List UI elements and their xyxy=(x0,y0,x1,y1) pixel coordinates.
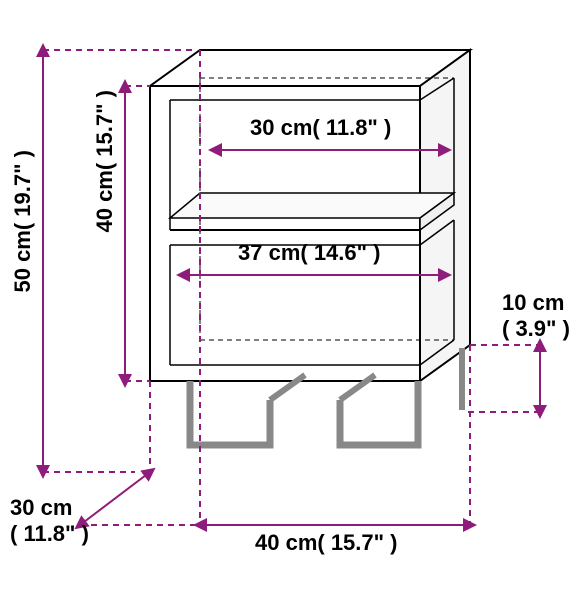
dim-shelf-mid: 37 cm( 14.6" ) xyxy=(238,240,381,266)
dim-height-box: 40 cm( 15.7" ) xyxy=(92,90,118,233)
dim-height-total: 50 cm( 19.7" ) xyxy=(10,150,36,293)
dim-shelf-top: 30 cm( 11.8" ) xyxy=(250,115,391,141)
dim-width: 40 cm( 15.7" ) xyxy=(255,530,398,556)
diagram-container: 50 cm( 19.7" ) 40 cm( 15.7" ) 30 cm( 11.… xyxy=(0,0,584,584)
dim-leg-height: 10 cm( 3.9" ) xyxy=(502,290,570,343)
cabinet-body xyxy=(150,50,470,381)
dim-depth: 30 cm( 11.8" ) xyxy=(10,495,89,548)
